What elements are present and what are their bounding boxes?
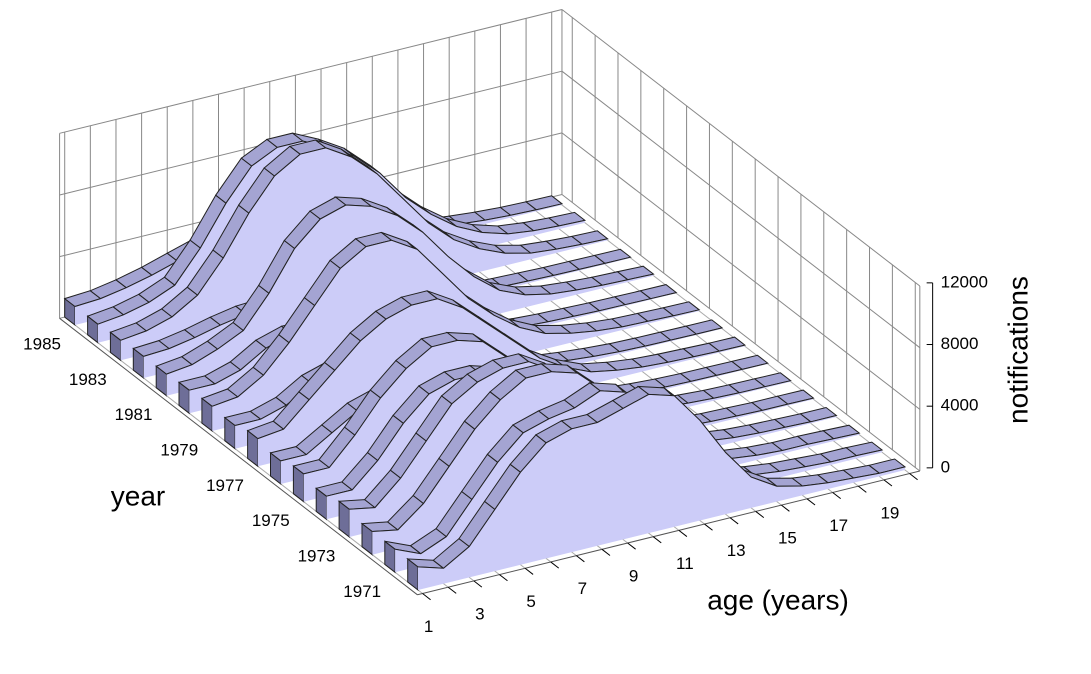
x-tick-label: 5 (526, 592, 535, 611)
ribbon-edge (257, 298, 746, 440)
z-tick-label: 4000 (941, 396, 979, 415)
x-tick-label: 19 (880, 503, 899, 522)
x-tick (832, 492, 841, 500)
x-tick-label: 17 (829, 516, 848, 535)
x-tick-label: 11 (676, 554, 694, 573)
x-tick (499, 574, 508, 582)
ribbon-face (418, 394, 905, 590)
z-tick-label: 0 (941, 457, 950, 476)
x-tick (909, 473, 918, 481)
x-tick (678, 529, 688, 537)
x-tick (858, 485, 867, 493)
x-tick-label: 13 (727, 541, 746, 560)
x-tick (781, 504, 790, 512)
y-tick-label: 1979 (160, 440, 198, 459)
grid-line (561, 9, 921, 287)
x-tick-label: 1 (424, 617, 433, 636)
y-tick-label: 1975 (252, 511, 290, 530)
y-tick-label: 1985 (23, 334, 61, 353)
x-tick (601, 548, 611, 556)
z-tick-label: 12000 (941, 272, 988, 291)
x-tick (704, 523, 713, 531)
x-tick (883, 479, 893, 487)
x-tick (422, 593, 431, 601)
ribbon-edge (417, 393, 906, 569)
grid-line (561, 70, 921, 349)
floor-edge (59, 317, 418, 596)
grid-line (561, 194, 921, 472)
y-axis-label: year (111, 480, 165, 511)
x-tick (524, 567, 534, 575)
x-tick (473, 580, 483, 588)
x-tick (576, 555, 585, 563)
x-axis-label: age (years) (707, 584, 849, 615)
x-tick-label: 15 (778, 529, 797, 548)
x-tick-label: 7 (578, 579, 587, 598)
ribbon-edge (120, 147, 608, 341)
x-tick (729, 517, 739, 525)
floor-edge (417, 470, 920, 596)
grid-line (59, 70, 563, 196)
ribbon-edge (212, 239, 700, 407)
y-tick-label: 1977 (206, 476, 244, 495)
y-tick-label: 1973 (298, 546, 336, 565)
x-tick (806, 498, 816, 506)
x-tick (627, 542, 636, 550)
y-tick-label: 1971 (343, 582, 381, 601)
z-tick-label: 8000 (941, 334, 979, 353)
grid-line (561, 132, 921, 410)
y-tick-label: 1983 (69, 370, 107, 389)
grid-line (59, 9, 563, 134)
y-tick-label: 1981 (115, 405, 153, 424)
z-axis-label: notifications (1002, 276, 1033, 424)
x-tick-label: 9 (629, 566, 638, 585)
x-tick (550, 561, 560, 569)
x-tick (755, 511, 765, 519)
x-tick (652, 536, 662, 544)
ribbon-edge (166, 204, 654, 375)
x-tick (447, 586, 457, 594)
x-tick-label: 3 (475, 604, 484, 623)
